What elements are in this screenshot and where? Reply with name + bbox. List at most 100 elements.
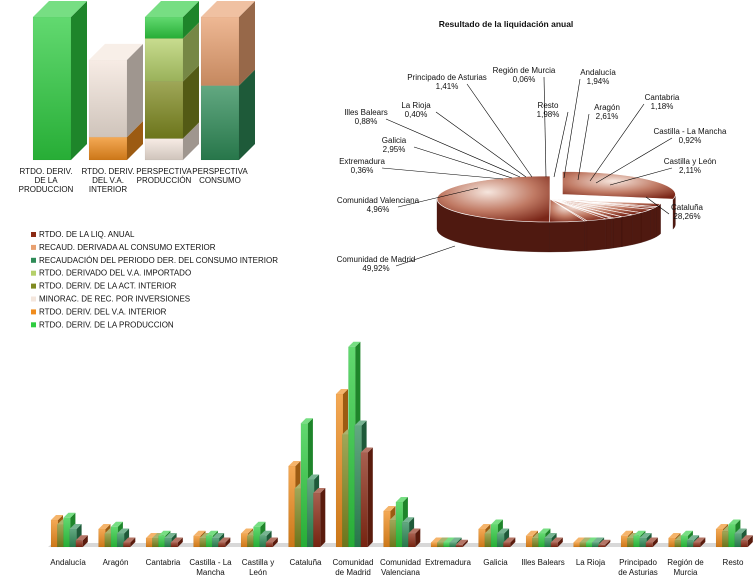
- pie-leader-line: [553, 111, 569, 178]
- pie-slice-side: [611, 217, 614, 249]
- pie-title: Resultado de la liquidación anual: [439, 19, 574, 29]
- legend-swatch: [31, 257, 36, 263]
- pie-slice-side: [656, 203, 661, 237]
- pie-slice-label: Andalucía: [580, 68, 616, 77]
- legend-item-label: RTDO. DERIV. DE LA ACT. INTERIOR: [39, 282, 177, 291]
- pie-slice-label: Castilla y León: [664, 157, 716, 166]
- pie-leader-line: [563, 78, 581, 179]
- region-axis-label: Andalucía: [50, 558, 86, 567]
- pie-leader-line: [435, 111, 527, 178]
- bar-5-series-4: [313, 488, 326, 548]
- pie-chart: Resultado de la liquidación anual Catalu…: [337, 19, 727, 273]
- legend-item-label: RECAUDACIÓN DEL PERIODO DER. DEL CONSUMO…: [39, 256, 278, 265]
- stack-category-label: RTDO. DERIV.: [82, 167, 135, 176]
- legend-swatch: [31, 283, 36, 289]
- pie-slice-label: Principado de Asturias: [407, 73, 487, 82]
- bar-10-series-4: [550, 537, 563, 548]
- pie-slice-side: [621, 214, 633, 247]
- pie-slice-label: Resto: [538, 101, 559, 110]
- stack-category-label: INTERIOR: [89, 185, 127, 194]
- pie-leader-line: [466, 83, 533, 178]
- pie-slice-value: 2,95%: [383, 145, 406, 154]
- stack-category-label: PERSPECTIVA: [136, 167, 192, 176]
- pie-leader-line: [381, 167, 504, 180]
- pie-slice-side: [586, 218, 606, 251]
- legend-swatch: [31, 309, 36, 315]
- pie-slice-side: [605, 218, 612, 250]
- stack-bar-3-segment-0: [200, 69, 255, 161]
- bar-12-series-4: [645, 537, 658, 548]
- legend-item-label: RTDO. DERIV. DEL V.A. INTERIOR: [39, 307, 167, 316]
- pie-slice-side: [654, 206, 657, 239]
- region-axis-label: Valenciana: [381, 568, 421, 577]
- legend-swatch: [31, 244, 36, 250]
- bar-1-series-4: [123, 537, 136, 548]
- legend-swatch: [31, 270, 36, 276]
- pie-slice-value: 0,36%: [351, 166, 374, 175]
- pie-leader-line: [609, 167, 673, 186]
- stack-category-label: DEL V.A.: [92, 176, 124, 185]
- region-axis-label: Comunidad: [380, 558, 421, 567]
- region-axis-label: de Madrid: [335, 568, 371, 577]
- pie-slice-value: 0,92%: [679, 136, 702, 145]
- pie-slice-label: Cataluña: [671, 203, 704, 212]
- pie-slice-side: [632, 212, 642, 245]
- pie-leader-line: [385, 118, 521, 178]
- bar-7-series-4: [408, 528, 421, 548]
- pie-slice: [562, 171, 676, 200]
- bar-4-series-4: [265, 537, 278, 548]
- pie-slice-label: Comunidad Valenciana: [337, 196, 420, 205]
- pie-slice-side: [650, 207, 655, 240]
- stack-category-label: DE LA: [34, 176, 58, 185]
- stack-category-label: PRODUCCIÓN: [137, 176, 192, 185]
- pie-slice-value: 2,11%: [679, 166, 701, 175]
- region-axis-label: Cataluña: [289, 558, 322, 567]
- stack-category-label: RTDO. DERIV.: [20, 167, 73, 176]
- pie-leader-line: [395, 245, 456, 267]
- pie-slice-side: [549, 220, 585, 253]
- pie-leader-line: [645, 196, 670, 215]
- pie-slice-value: 1,18%: [651, 102, 674, 111]
- pie-slice-label: Aragón: [594, 103, 620, 112]
- region-axis-label: Mancha: [196, 568, 225, 577]
- region-axis-label: León: [249, 568, 267, 577]
- bar-3-series-4: [218, 537, 231, 548]
- region-axis-label: Resto: [723, 558, 744, 567]
- bar-9-series-4: [503, 537, 516, 548]
- pie-slice-side: [613, 216, 622, 249]
- pie-slice-label: Castilla - La Mancha: [654, 127, 727, 136]
- legend-item-label: RTDO. DERIVADO DEL V.A. IMPORTADO: [39, 269, 191, 278]
- legend-item-label: RECAUD. DERIVADA AL CONSUMO EXTERIOR: [39, 243, 216, 252]
- regional-bar-chart: Andalucía Aragón Cantabria Castilla - LaMan…: [48, 341, 753, 577]
- region-axis-label: Extremadura: [425, 558, 471, 567]
- pie-slice-value: 0,88%: [355, 117, 378, 126]
- pie-slice-side: [640, 209, 651, 243]
- pie-leader-line: [595, 137, 673, 184]
- pie-slice: [436, 175, 551, 223]
- region-axis-label: Galicia: [483, 558, 508, 567]
- stack-bar-0-segment-0: [32, 1, 87, 161]
- pie-slice-label: Extremadura: [339, 157, 385, 166]
- pie-slice-label: Comunidad de Madrid: [337, 255, 416, 264]
- pie-leader-line: [577, 113, 590, 181]
- bar-13-series-4: [693, 537, 706, 548]
- region-axis-label: Aragón: [103, 558, 129, 567]
- legend-item-label: RTDO. DE LA LIQ. ANUAL: [39, 230, 135, 239]
- pie-slice-value: 1,98%: [537, 110, 560, 119]
- stack-category-label: PERSPECTIVA: [192, 167, 248, 176]
- stack-bar-3-segment-1: [200, 1, 255, 86]
- region-axis-label: Murcia: [673, 568, 698, 577]
- legend-swatch: [31, 232, 36, 237]
- pie-slice-label: Illes Balears: [344, 108, 388, 117]
- pie-slice-label: La Rioja: [401, 101, 431, 110]
- pie-leader-line: [543, 76, 547, 178]
- legend-item-label: RTDO. DERIV. DE LA PRODUCCION: [39, 320, 174, 329]
- region-axis-label: de Asturias: [618, 568, 658, 577]
- bar-2-series-4: [170, 537, 183, 548]
- stack-category-label: PRODUCCION: [19, 185, 74, 194]
- pie-leader-line: [413, 146, 513, 179]
- pie-leader-line: [589, 103, 645, 182]
- bar-8-series-4: [455, 539, 468, 548]
